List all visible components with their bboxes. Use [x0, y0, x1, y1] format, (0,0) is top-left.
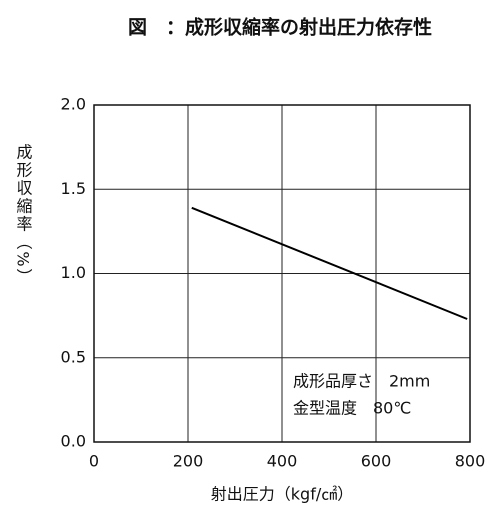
y-tick-label: 0.5	[61, 347, 86, 366]
y-tick-label: 2.0	[61, 95, 86, 114]
x-tick-label: 600	[361, 452, 392, 471]
y-tick-label: 1.5	[61, 179, 86, 198]
y-axis-label: 成形収縮率（%）	[14, 143, 33, 286]
plot-frame	[93, 104, 471, 443]
annotation: 金型温度 80℃	[293, 399, 411, 418]
y-tick-label: 0.0	[61, 432, 86, 451]
data-line	[191, 206, 468, 320]
chart-title: 図 ：成形収縮率の射出圧力依存性	[128, 16, 432, 39]
y-tick-label: 1.0	[61, 263, 86, 282]
annotation: 成形品厚さ 2mm	[293, 372, 430, 391]
x-tick-label: 200	[173, 452, 204, 471]
x-tick-label: 800	[455, 452, 486, 471]
x-axis-label: 射出圧力（kgf/㎠）	[211, 485, 353, 504]
x-tick-label: 0	[89, 452, 99, 471]
x-tick-label: 400	[267, 452, 298, 471]
